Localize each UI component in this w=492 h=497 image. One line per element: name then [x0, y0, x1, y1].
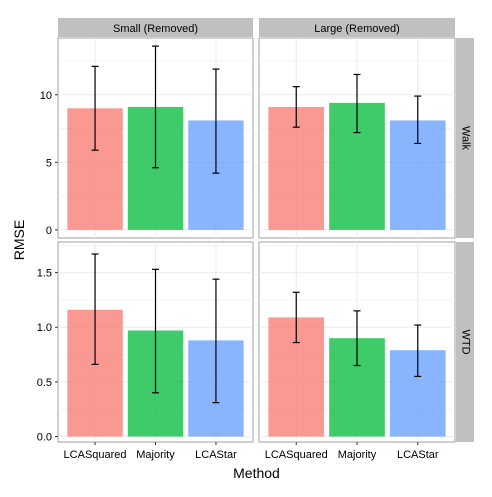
row-strip-label: Walk [460, 126, 472, 151]
y-axis-title: RMSE [11, 220, 27, 260]
row-strip [456, 242, 474, 442]
row-strip [456, 38, 474, 238]
x-axis-title: Method [233, 465, 280, 481]
y-tick-label: 0.0 [37, 432, 52, 444]
x-tick-label: LCAStar [397, 449, 439, 461]
y-tick-label: 0 [46, 225, 52, 237]
col-strip [58, 18, 253, 37]
y-tick-label: 1.5 [37, 268, 52, 280]
x-tick-label: LCASquared [265, 449, 328, 461]
x-tick-label: LCASquared [64, 449, 127, 461]
row-strip-label: WTD [460, 329, 472, 354]
y-tick-label: 1.0 [37, 322, 52, 334]
y-tick-label: 5 [46, 157, 52, 169]
col-strip-label: Small (Removed) [113, 23, 198, 35]
x-tick-label: LCAStar [195, 449, 237, 461]
col-strip [259, 18, 455, 37]
y-tick-label: 10 [40, 90, 52, 102]
x-tick-label: Majority [136, 449, 175, 461]
col-strip-label: Large (Removed) [314, 23, 400, 35]
y-tick-label: 0.5 [37, 377, 52, 389]
x-tick-label: Majority [338, 449, 377, 461]
